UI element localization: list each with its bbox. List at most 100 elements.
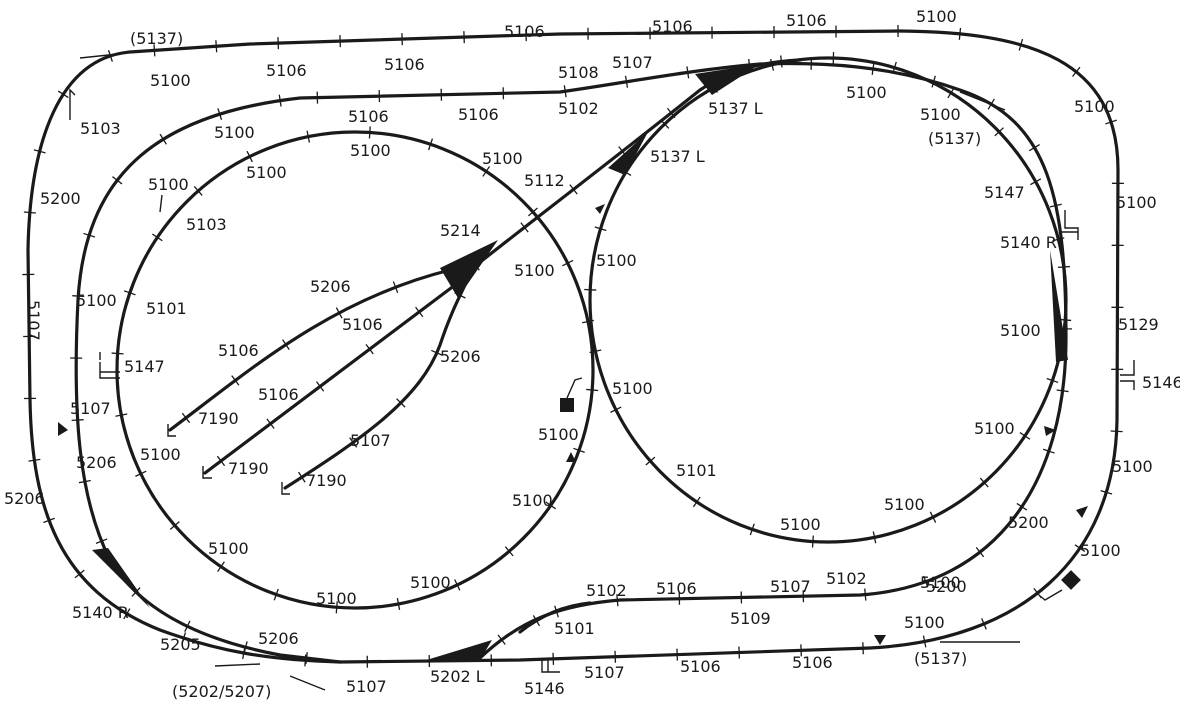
track-tie [573, 447, 585, 454]
track-tie [315, 381, 325, 392]
track-tie [892, 61, 897, 74]
track-piece-label: 5100 [410, 573, 451, 592]
track-piece-label: 5100 [916, 7, 957, 26]
track-tie [181, 412, 191, 424]
track-tie [1046, 377, 1059, 384]
track-piece-label: 5200 [40, 189, 81, 208]
buffer-stop [202, 466, 212, 479]
track-tie [610, 406, 622, 413]
track-tie [504, 546, 514, 557]
track-tie [1042, 448, 1055, 454]
track-tie [1110, 430, 1123, 433]
track-tie [748, 58, 751, 72]
track-tie [584, 288, 597, 291]
track-piece-label: 5146 [1142, 373, 1180, 392]
track-tie [304, 654, 307, 667]
track-tie [431, 349, 443, 356]
track-piece-label: 5106 [458, 105, 499, 124]
track-tie [111, 352, 124, 355]
track-tie [123, 608, 131, 620]
track-tie [1074, 544, 1086, 553]
track-tie [215, 40, 218, 53]
switch-5140R-left [92, 548, 150, 608]
track-tie [1072, 66, 1081, 77]
track-tie [28, 458, 41, 462]
track-tie [923, 575, 929, 588]
track-piece-label: 5100 [1112, 457, 1153, 476]
signal-box [1061, 570, 1081, 590]
track-tie [589, 349, 602, 354]
track-tie [193, 185, 203, 196]
track-piece-label: 5100 [246, 163, 287, 182]
track-piece-label: 5100 [148, 175, 189, 194]
track-piece-label: 5100 [140, 445, 181, 464]
track-piece-label: 5106 [786, 11, 827, 30]
track-tie [153, 44, 156, 57]
track-tie [931, 75, 936, 88]
track-tie [217, 561, 225, 573]
track-tie [1016, 502, 1028, 511]
track-tie [107, 50, 113, 62]
track-piece-label: 5107 [612, 53, 653, 72]
track-tie [947, 87, 955, 99]
track-piece-label: 5100 [920, 573, 961, 592]
track-piece-label: 5106 [384, 55, 425, 74]
track-piece-label: 5100 [76, 291, 117, 310]
track-tie [428, 138, 434, 151]
track-piece-label: (5137) [914, 649, 967, 668]
track-tie [582, 319, 595, 324]
buffer-stop [167, 424, 176, 437]
track-tie [1100, 489, 1113, 495]
track-tie [979, 477, 989, 488]
track-tie [620, 168, 632, 176]
track-tie [686, 66, 690, 79]
track-piece-label: 5202 L [430, 667, 485, 686]
track-piece-label: 5146 [524, 679, 565, 698]
track-tie [864, 588, 867, 601]
arrow-5103-inner [159, 194, 163, 213]
middle-loop-track [74, 61, 1068, 664]
track-tie [586, 388, 599, 392]
track-tie [454, 292, 466, 299]
track-piece-label: 5102 [826, 569, 867, 588]
switch-5137L-lower [608, 132, 648, 175]
track-tie [184, 620, 191, 632]
track-tie [471, 260, 480, 271]
track-piece-label: 5101 [554, 619, 595, 638]
track-tie [152, 233, 163, 242]
track-piece-label: 5100 [514, 261, 555, 280]
track-piece-label: 5100 [208, 539, 249, 558]
track-piece-label: 5147 [984, 183, 1025, 202]
track-piece-label: 5137 L [708, 99, 763, 118]
track-tie [532, 615, 541, 627]
track-tie [872, 531, 877, 544]
track-piece-label: 5206 [258, 629, 299, 648]
siding-upper [168, 268, 452, 432]
track-piece-label: 5100 [1074, 97, 1115, 116]
track-tie [72, 295, 85, 298]
track-piece-label: 5102 [586, 581, 627, 600]
track-tie [929, 511, 937, 523]
track-piece-label: 5100 [904, 613, 945, 632]
track-piece-label: 5206 [4, 489, 45, 508]
track-tie [1033, 587, 1042, 599]
track-tie [1019, 432, 1031, 440]
track-piece-label: 5106 [342, 315, 383, 334]
track-tie [335, 601, 338, 614]
track-piece-label: 5112 [524, 171, 565, 190]
track-piece-label: 5206 [310, 277, 351, 296]
track-piece-label: 5206 [76, 453, 117, 472]
track-tie [528, 207, 538, 217]
track-tie [770, 58, 775, 71]
track-tie [231, 375, 240, 386]
track-piece-label: 5200 [926, 577, 967, 596]
track-piece-label: 5100 [780, 515, 821, 534]
track-tie [563, 85, 567, 98]
track-tie [365, 344, 374, 355]
track-piece-label: 5107 [350, 431, 391, 450]
track-piece-label: 5206 [440, 347, 481, 366]
track-tie [666, 107, 676, 119]
siding-middle [203, 283, 457, 475]
track-tie [645, 456, 656, 466]
track-tie [749, 523, 755, 536]
